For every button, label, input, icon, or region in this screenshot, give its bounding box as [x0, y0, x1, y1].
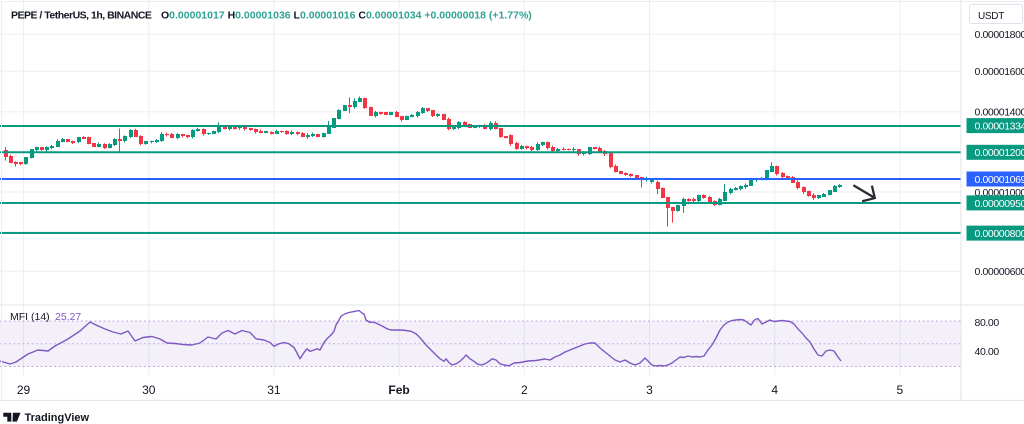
svg-text:USDT: USDT: [978, 11, 1004, 22]
svg-text:80.00: 80.00: [975, 317, 1000, 329]
svg-text:0.00000800: 0.00000800: [975, 228, 1024, 240]
svg-text:29: 29: [17, 383, 31, 397]
svg-text:0.00001600: 0.00001600: [975, 66, 1024, 78]
svg-text:0.00001334: 0.00001334: [975, 121, 1024, 133]
svg-text:0.00001200: 0.00001200: [975, 147, 1024, 159]
svg-text:3: 3: [646, 383, 653, 397]
svg-text:2: 2: [521, 383, 528, 397]
svg-text:5: 5: [897, 383, 904, 397]
svg-text:30: 30: [142, 383, 156, 397]
svg-text:31: 31: [267, 383, 281, 397]
svg-text:Feb: Feb: [388, 383, 409, 397]
svg-text:O0.00001017 H0.00001036 L0.000: O0.00001017 H0.00001036 L0.00001016 C0.0…: [161, 10, 532, 22]
svg-text:0.00001069: 0.00001069: [975, 174, 1024, 186]
svg-text:0.00001800: 0.00001800: [975, 29, 1024, 41]
svg-text:TradingView: TradingView: [25, 412, 90, 424]
svg-text:0.00000600: 0.00000600: [975, 266, 1024, 278]
svg-text:0.00000950: 0.00000950: [975, 198, 1024, 210]
svg-text:4: 4: [771, 383, 778, 397]
svg-text:40.00: 40.00: [975, 346, 1000, 358]
svg-text:PEPE / TetherUS, 1h, BINANCE: PEPE / TetherUS, 1h, BINANCE: [11, 10, 152, 22]
svg-text:MFI (14): MFI (14): [10, 311, 50, 323]
svg-text:25.27: 25.27: [55, 311, 81, 323]
svg-text:0.00001400: 0.00001400: [975, 107, 1024, 119]
